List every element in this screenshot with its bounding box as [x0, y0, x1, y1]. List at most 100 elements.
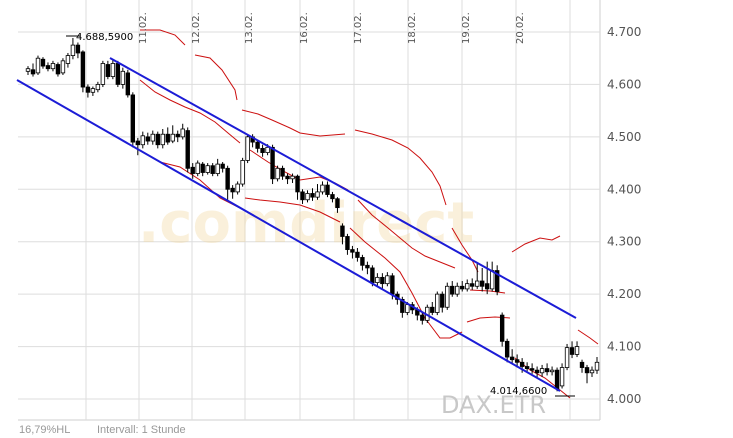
candle-body	[534, 369, 540, 374]
y-tick-label: 4.300	[607, 235, 641, 249]
candle-body	[489, 270, 495, 290]
candle-body	[539, 368, 545, 374]
candle-body	[554, 369, 560, 389]
candle-body	[70, 44, 76, 56]
candle-body	[300, 191, 305, 201]
candle-body	[544, 368, 550, 373]
candle-body	[435, 293, 440, 313]
band-segment	[469, 289, 506, 294]
candle-body	[375, 276, 380, 284]
channel-lower-line	[16, 79, 561, 392]
trend-channel	[16, 57, 577, 392]
candle-body	[260, 147, 265, 153]
candle-body	[579, 361, 585, 368]
candle-body	[480, 280, 485, 287]
candle-body	[589, 369, 595, 374]
candle-body	[280, 167, 285, 177]
candle-body	[365, 264, 370, 269]
x-tick-label: 19.02.	[461, 12, 472, 44]
candle-body	[145, 136, 150, 142]
band-segment	[139, 79, 241, 144]
candle-body	[165, 133, 170, 143]
candle-body	[475, 280, 480, 287]
candle-body	[230, 187, 235, 193]
candle-body	[40, 58, 46, 67]
candle-body	[195, 162, 200, 174]
candle-body	[50, 63, 56, 70]
candle-body	[529, 368, 535, 371]
candle-body	[385, 275, 390, 285]
candle-body	[569, 347, 575, 355]
candle-body	[465, 283, 470, 290]
band-segment	[354, 129, 447, 206]
x-tick-label: 20.02.	[515, 12, 526, 44]
y-tick-label: 4.600	[607, 77, 641, 91]
candle-body	[345, 236, 350, 250]
candle-body	[315, 191, 320, 198]
candle-body	[290, 175, 295, 180]
candle-body	[55, 64, 61, 75]
candle-body	[390, 275, 395, 295]
candle-body	[60, 60, 66, 74]
candle-body	[445, 285, 450, 308]
x-tick-label: 16.02.	[299, 12, 310, 44]
candle-body	[65, 55, 71, 64]
candle-body	[484, 283, 490, 290]
candle-body	[200, 163, 205, 173]
candle-body	[115, 63, 121, 85]
candle-body	[180, 128, 185, 138]
candle-body	[220, 163, 225, 169]
candle-body	[205, 165, 210, 173]
y-tick-label: 4.700	[607, 25, 641, 39]
source-label: DAX.ETR	[441, 391, 546, 419]
x-tick-label: 18.02.	[407, 12, 418, 44]
candle-body	[514, 359, 520, 363]
y-tick-label: 4.500	[607, 130, 641, 144]
candle-body	[110, 63, 116, 77]
candle-body	[350, 249, 355, 253]
y-tick-label: 4.400	[607, 182, 641, 196]
band-segment	[577, 329, 599, 345]
candle-body	[175, 133, 180, 138]
candle-body	[85, 86, 91, 93]
channel-upper-line	[109, 57, 577, 319]
band-segment	[241, 109, 346, 137]
candle-body	[225, 167, 230, 190]
band-segment	[349, 227, 463, 339]
candle-body	[210, 165, 215, 174]
y-tick-label: 4.200	[607, 287, 641, 301]
candle-body	[170, 133, 175, 142]
candle-body	[564, 347, 570, 368]
candle-body	[370, 267, 375, 284]
y-axis-tick-labels: 4.700 4.600 4.500 4.400 4.300 4.200 4.100 4.000	[607, 25, 641, 406]
band-segment	[140, 29, 186, 46]
candle-body	[325, 184, 330, 195]
candle-body	[125, 72, 131, 96]
candle-body	[524, 366, 530, 369]
candle-body	[335, 198, 340, 209]
candle-body	[405, 304, 410, 313]
candle-body	[549, 369, 555, 373]
candle-body	[275, 167, 280, 180]
band-segment	[357, 199, 456, 269]
band-segment	[244, 197, 341, 223]
x-axis-tick-labels: 11.02. 12.02. 13.02. 16.02. 17.02. 18.02. 19.0…	[138, 12, 526, 44]
candle-body	[100, 63, 106, 85]
band-segment	[514, 357, 571, 399]
candle-body	[330, 194, 335, 200]
x-tick-label: 12.02.	[191, 12, 202, 44]
candle-body	[509, 356, 515, 361]
candle-body	[504, 340, 510, 358]
candle-body	[499, 314, 505, 342]
candle-body	[45, 65, 51, 70]
candle-body	[400, 298, 405, 313]
candle-body	[135, 140, 141, 146]
candle-body	[320, 184, 325, 193]
candle-body	[305, 193, 310, 201]
band-segment	[451, 227, 479, 273]
candle-body	[470, 283, 475, 287]
candle-body	[355, 251, 360, 258]
candle-body	[120, 70, 126, 85]
candle-body	[95, 84, 101, 91]
